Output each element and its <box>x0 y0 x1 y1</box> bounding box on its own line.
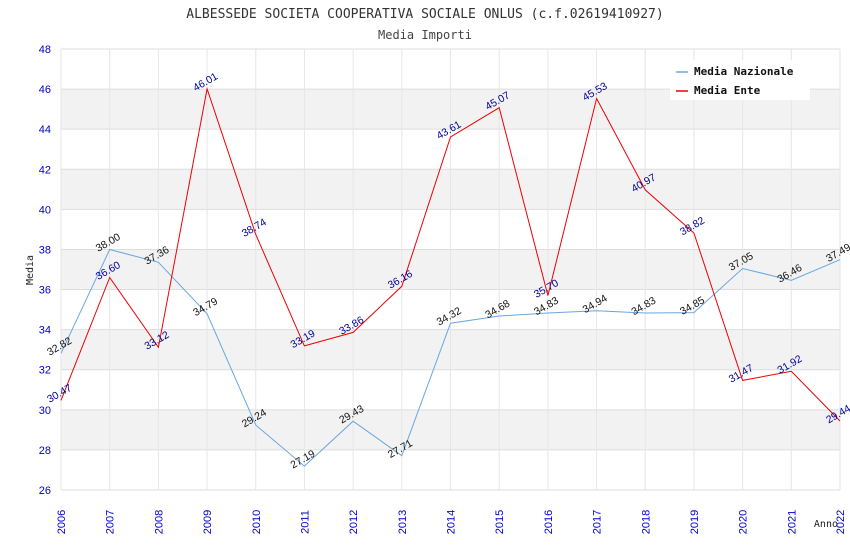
x-tick-label: 2022 <box>835 510 847 534</box>
x-tick-label: 2006 <box>56 510 68 534</box>
x-tick-label: 2016 <box>543 510 555 534</box>
y-tick-label: 42 <box>39 164 51 176</box>
chart-title: ALBESSEDE SOCIETA COOPERATIVA SOCIALE ON… <box>186 7 663 22</box>
x-tick-label: 2015 <box>494 510 506 534</box>
x-tick-label: 2011 <box>299 510 311 534</box>
y-tick-label: 46 <box>39 84 51 96</box>
data-label-ente: 30.47 <box>45 382 74 406</box>
x-tick-label: 2020 <box>738 510 750 534</box>
x-tick-label: 2014 <box>446 510 458 534</box>
y-tick-label: 28 <box>39 445 51 457</box>
x-tick-label: 2017 <box>592 510 604 534</box>
y-tick-label: 26 <box>39 485 51 497</box>
chart-subtitle: Media Importi <box>378 28 472 42</box>
legend: Media Nazionale Media Ente <box>670 60 810 100</box>
x-axis-ticks: 2006 2007 2008 2009 2010 2011 2012 2013 2014 2015… <box>56 510 847 534</box>
data-label-nazionale: 27.19 <box>289 448 318 472</box>
data-label-ente: 38.74 <box>240 216 269 240</box>
x-tick-label: 2021 <box>786 510 798 534</box>
y-axis-title: Media <box>25 255 36 285</box>
y-tick-label: 30 <box>39 405 51 417</box>
y-tick-label: 36 <box>39 285 51 297</box>
y-tick-label: 34 <box>39 325 51 337</box>
x-tick-label: 2012 <box>348 510 360 534</box>
y-tick-label: 48 <box>39 44 51 56</box>
data-label-nazionale: 34.79 <box>191 295 220 319</box>
data-label-nazionale: 34.32 <box>435 305 464 329</box>
x-tick-label: 2009 <box>202 510 214 534</box>
series-lines <box>60 86 841 467</box>
legend-box <box>670 60 810 100</box>
data-label-nazionale: 34.94 <box>581 292 610 316</box>
legend-label-ente: Media Ente <box>694 84 761 97</box>
data-label-nazionale: 34.68 <box>483 298 512 322</box>
x-tick-label: 2018 <box>640 510 652 534</box>
series-line-ente <box>60 86 841 422</box>
x-tick-label: 2019 <box>689 510 701 534</box>
x-tick-label: 2013 <box>397 510 409 534</box>
data-label-ente: 38.82 <box>678 215 707 239</box>
gridlines <box>60 48 841 491</box>
y-tick-label: 38 <box>39 244 51 256</box>
y-tick-label: 32 <box>39 365 51 377</box>
y-axis-ticks: 26 28 30 32 34 36 38 40 42 44 46 48 <box>39 44 51 497</box>
data-label-nazionale: 34.85 <box>678 294 707 318</box>
x-axis-title: Anno <box>814 519 838 530</box>
series-line-nazionale <box>60 248 841 467</box>
x-tick-label: 2007 <box>105 510 117 534</box>
x-tick-label: 2010 <box>251 510 263 534</box>
data-label-nazionale: 34.83 <box>629 295 658 319</box>
y-tick-label: 44 <box>39 124 51 136</box>
legend-label-nazionale: Media Nazionale <box>694 65 794 78</box>
y-tick-label: 40 <box>39 204 51 216</box>
x-tick-label: 2008 <box>153 510 165 534</box>
